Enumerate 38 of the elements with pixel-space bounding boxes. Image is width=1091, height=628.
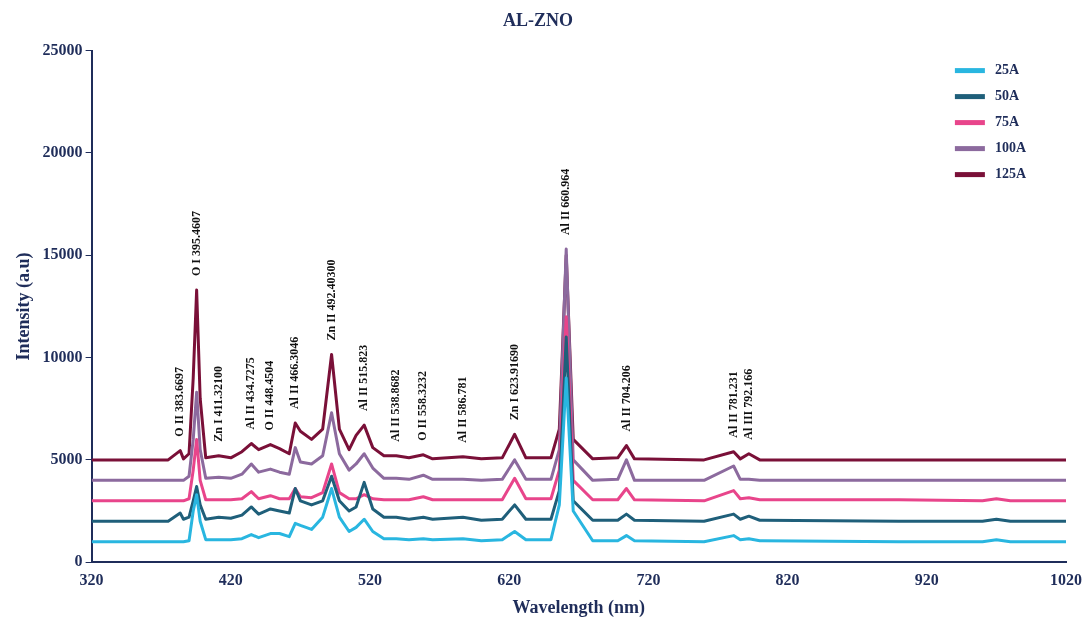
annotation: Al II 781.231 [725,371,740,438]
annotation: Al II 704.206 [618,365,633,432]
x-tick-label: 520 [358,570,382,588]
legend-label: 25A [994,62,1020,78]
y-tick-label: 10000 [42,347,83,365]
y-tick-label: 15000 [42,245,83,263]
annotation: Al II 434.7275 [243,357,258,430]
annotation: Al II 586.781 [455,376,470,443]
y-tick-label: 0 [74,552,83,570]
annotation: Al II 466.3046 [287,336,302,410]
chart-title: AL-ZNO [502,10,574,31]
annotation: O I 395.4607 [188,211,203,277]
annotation: O II 558.3232 [415,371,430,441]
x-axis-title: Wavelength (nm) [512,596,646,618]
annotation: Zn I 623.91690 [506,343,521,421]
legend-label: 100A [994,140,1027,156]
annotation: O II 448.4504 [262,360,277,431]
x-tick-label: 620 [497,570,522,588]
y-tick-label: 5000 [50,450,83,468]
annotation: Al II 515.823 [356,344,371,412]
legend-label: 50A [994,88,1020,104]
y-axis-title: Intensity (a.u) [13,252,35,361]
annotation: Zn II 492.40300 [323,259,338,341]
annotation: Al II 660.964 [558,168,573,236]
x-tick-label: 720 [636,570,661,588]
x-tick-label: 820 [775,570,800,588]
x-tick-label: 1020 [1050,570,1082,588]
x-tick-label: 920 [914,570,939,588]
y-tick-label: 20000 [42,143,83,161]
legend-label: 125A [994,166,1027,182]
annotation: Al III 792.166 [740,368,755,440]
annotation: Al II 538.8682 [388,369,403,442]
annotation: Zn I 411.32100 [210,366,225,442]
x-tick-label: 420 [218,570,243,588]
x-tick-label: 320 [79,570,104,588]
legend-label: 75A [994,114,1020,130]
annotation: O II 383.6697 [172,366,187,437]
y-tick-label: 25000 [42,40,83,58]
